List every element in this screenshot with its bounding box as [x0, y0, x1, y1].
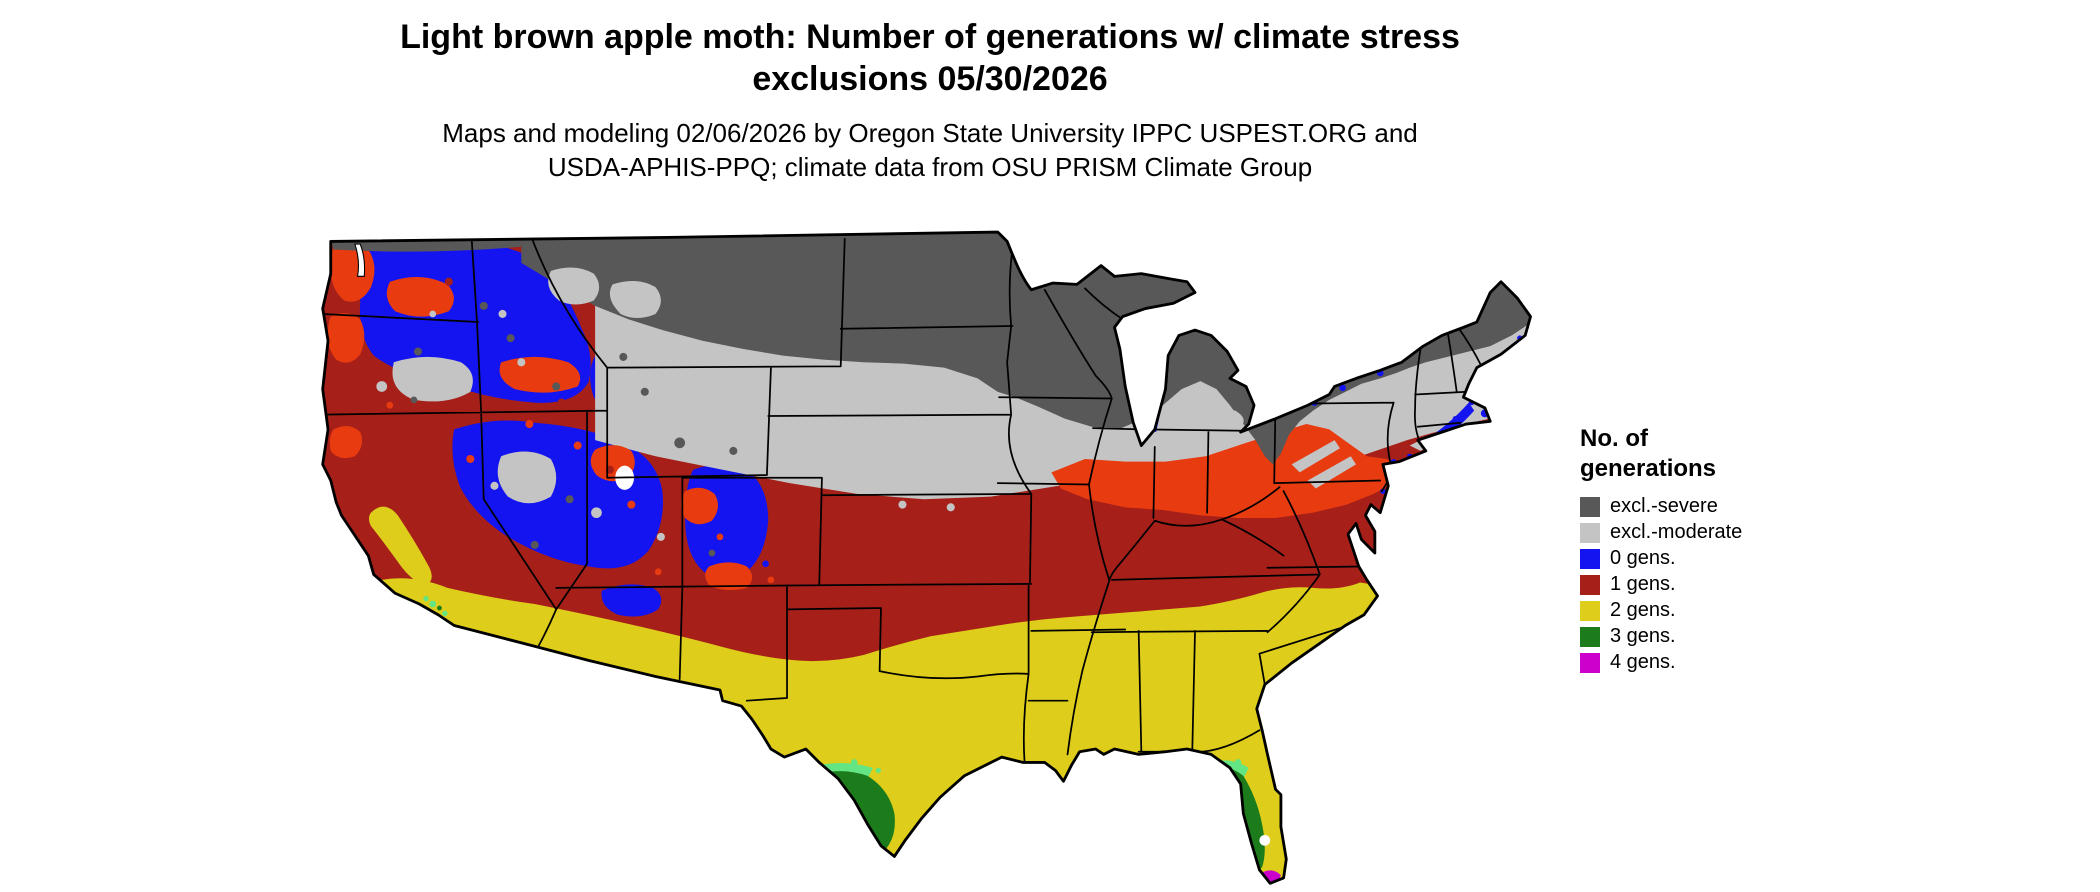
us-map-container [320, 228, 1552, 886]
legend-item-gens-3: 3 gens. [1580, 624, 1840, 649]
layer-transition-red [327, 243, 1402, 591]
state-borders [322, 237, 1482, 764]
legend-swatch-gens-0 [1580, 548, 1600, 569]
page-title-line1: Light brown apple moth: Number of genera… [400, 18, 1460, 56]
legend-item-gens-0: 0 gens. [1580, 546, 1840, 571]
legend-label: 4 gens. [1610, 651, 1676, 673]
subtitle-line1: Maps and modeling 02/06/2026 by Oregon S… [442, 118, 1418, 148]
legend-label: excl.-severe [1610, 495, 1718, 517]
legend-item-excl-moderate: excl.-moderate [1580, 520, 1840, 545]
page-title-line2: exclusions 05/30/2026 [752, 60, 1108, 98]
legend-label: 0 gens. [1610, 547, 1676, 569]
legend-swatch-gens-2 [1580, 600, 1600, 621]
legend-rows: excl.-severe excl.-moderate 0 gens. 1 ge… [1580, 494, 1840, 675]
legend-swatch-excl-moderate [1580, 522, 1600, 543]
legend-swatch-excl-severe [1580, 496, 1600, 517]
layer-excl-moderate-details [548, 267, 1531, 489]
figure-header: Light brown apple moth: Number of genera… [0, 16, 1860, 184]
us-outline [321, 230, 1532, 885]
figure-subtitle: Maps and modeling 02/06/2026 by Oregon S… [0, 116, 1860, 184]
legend-item-gens-1: 1 gens. [1580, 572, 1840, 597]
legend-title: No. of generations [1580, 424, 1840, 484]
legend-title-line2: generations [1580, 455, 1717, 482]
legend-swatch-gens-3 [1580, 626, 1600, 647]
legend-item-excl-severe: excl.-severe [1580, 494, 1840, 519]
legend-title-line1: No. of [1580, 425, 1648, 452]
legend-label: 2 gens. [1610, 599, 1676, 621]
legend-label: 3 gens. [1610, 625, 1676, 647]
map-legend: No. of generations excl.-severe excl.-mo… [1580, 424, 1840, 676]
us-map [321, 230, 1532, 885]
puget-sound [354, 243, 366, 277]
layer-speckles [376, 277, 955, 584]
lake-okeechobee [1259, 834, 1271, 846]
legend-label: 1 gens. [1610, 573, 1676, 595]
legend-label: excl.-moderate [1610, 521, 1743, 543]
subtitle-line2: USDA-APHIS-PPQ; climate data from OSU PR… [547, 152, 1313, 182]
legend-item-gens-2: 2 gens. [1580, 598, 1840, 623]
legend-swatch-gens-1 [1580, 574, 1600, 595]
legend-swatch-gens-4 [1580, 652, 1600, 673]
legend-item-gens-4: 4 gens. [1580, 650, 1840, 675]
